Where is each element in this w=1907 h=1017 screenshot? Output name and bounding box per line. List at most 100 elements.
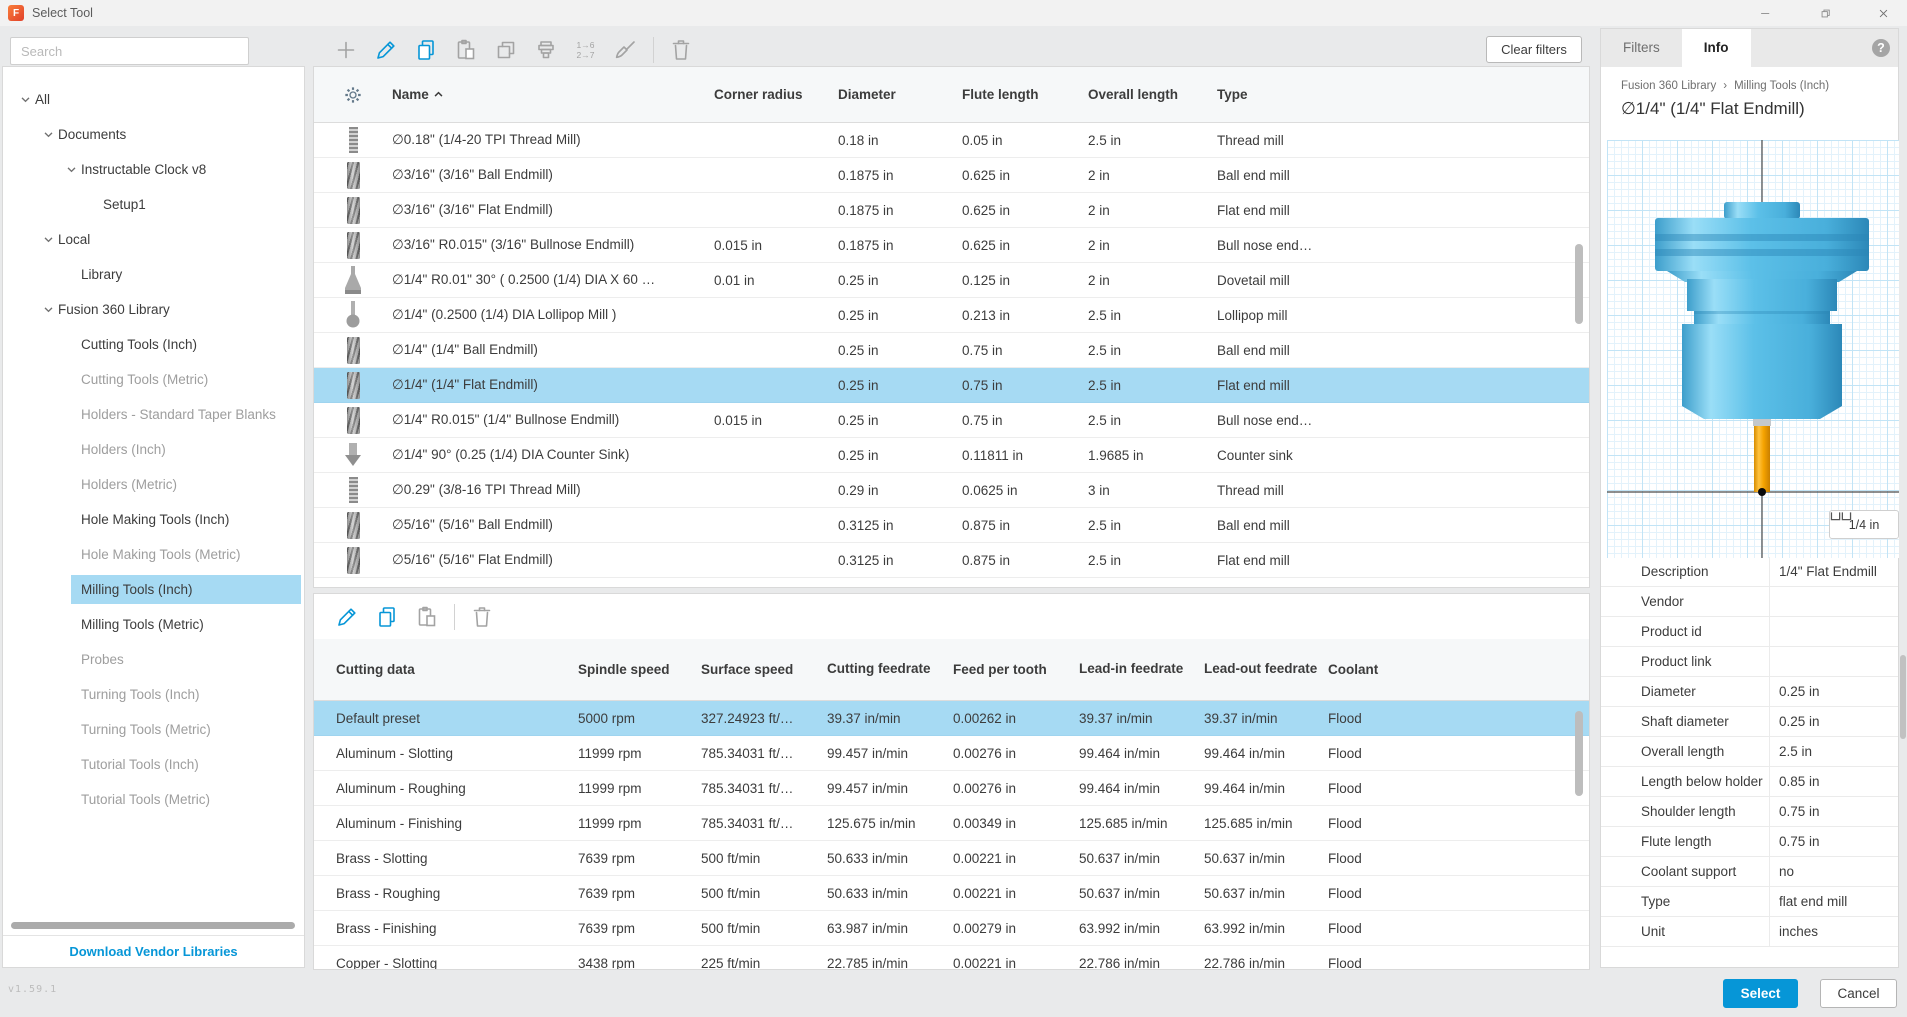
tree-item-all[interactable]: All bbox=[3, 82, 304, 117]
tree-item-label: Tutorial Tools (Inch) bbox=[81, 757, 199, 772]
preset-row[interactable]: Aluminum - Finishing 11999 rpm 785.34031 f… bbox=[314, 806, 1589, 841]
tool-row[interactable]: ∅1/4" (1/4" Ball Endmill) 0.25 in 0.75 in 2… bbox=[314, 333, 1589, 368]
tree-item-library[interactable]: Library bbox=[3, 257, 304, 292]
info-panel-scrollbar[interactable] bbox=[1900, 655, 1906, 739]
tool-row[interactable]: ∅1/4" R0.015" (1/4" Bullnose Endmill) 0.0… bbox=[314, 403, 1589, 438]
column-header[interactable]: Type bbox=[1217, 87, 1248, 102]
search-input[interactable] bbox=[10, 37, 249, 65]
tool-row[interactable]: ∅0.18" (1/4-20 TPI Thread Mill) 0.18 in 0.… bbox=[314, 123, 1589, 158]
breadcrumb-folder[interactable]: Milling Tools (Inch) bbox=[1734, 80, 1830, 92]
delete-button[interactable] bbox=[668, 37, 694, 63]
preset-column-header[interactable]: Cutting data bbox=[336, 662, 415, 677]
tree-item-tutorial-tools-metric[interactable]: Tutorial Tools (Metric) bbox=[3, 782, 304, 817]
copy-button[interactable] bbox=[374, 604, 400, 630]
preset-row[interactable]: Copper - Slotting 3438 rpm 225 ft/min 22.78… bbox=[314, 946, 1589, 970]
tool-holder-button[interactable] bbox=[533, 37, 559, 63]
clean-button[interactable] bbox=[613, 37, 639, 63]
preset-column-header[interactable]: Feed per tooth bbox=[953, 662, 1047, 677]
tree-item-turning-tools-metric[interactable]: Turning Tools (Metric) bbox=[3, 712, 304, 747]
edit-button[interactable] bbox=[373, 37, 399, 63]
preset-row[interactable]: Brass - Roughing 7639 rpm 500 ft/min 50.633… bbox=[314, 876, 1589, 911]
preset-column-header[interactable]: Surface speed bbox=[701, 662, 794, 677]
duplicate-button[interactable] bbox=[493, 37, 519, 63]
tree-item-holders-metric[interactable]: Holders (Metric) bbox=[3, 467, 304, 502]
tree-item-hole-making-tools-metric[interactable]: Hole Making Tools (Metric) bbox=[3, 537, 304, 572]
tool-row[interactable]: ∅0.29" (3/8-16 TPI Thread Mill) 0.29 in 0.… bbox=[314, 473, 1589, 508]
tree-item-milling-tools-metric[interactable]: Milling Tools (Metric) bbox=[3, 607, 304, 642]
tool-row[interactable]: ∅1/4" (1/4" Flat Endmill) 0.25 in 0.75 in 2… bbox=[314, 368, 1589, 403]
add-icon bbox=[337, 41, 355, 59]
preset-column-header[interactable]: Spindle speed bbox=[578, 662, 670, 677]
help-button[interactable]: ? bbox=[1871, 38, 1891, 58]
select-button[interactable]: Select bbox=[1723, 979, 1798, 1008]
tool-row[interactable]: ∅3/16" (3/16" Flat Endmill) 0.1875 in 0.62… bbox=[314, 193, 1589, 228]
copy-button[interactable] bbox=[413, 37, 439, 63]
tool-preview[interactable]: 1/4 in bbox=[1607, 140, 1899, 558]
column-header[interactable]: Corner radius bbox=[714, 87, 803, 102]
tool-table-scrollbar[interactable] bbox=[1575, 244, 1583, 324]
preset-cell: 22.786 in/min bbox=[1079, 955, 1161, 970]
preset-column-header[interactable]: Cutting feedrate bbox=[827, 661, 931, 677]
tree-item-cutting-tools-metric[interactable]: Cutting Tools (Metric) bbox=[3, 362, 304, 397]
tool-preview-render bbox=[1607, 140, 1899, 558]
preset-column-header[interactable]: Lead-out feedrate bbox=[1204, 661, 1318, 677]
tree-item-holders-inch[interactable]: Holders (Inch) bbox=[3, 432, 304, 467]
cancel-button[interactable]: Cancel bbox=[1820, 979, 1897, 1008]
tree-item-holders-standard-taper-blanks[interactable]: Holders - Standard Taper Blanks bbox=[3, 397, 304, 432]
cutting-data-scrollbar[interactable] bbox=[1575, 711, 1583, 796]
tree-item-tutorial-tools-inch[interactable]: Tutorial Tools (Inch) bbox=[3, 747, 304, 782]
tool-row[interactable]: ∅5/16" (5/16" Ball Endmill) 0.3125 in 0.87… bbox=[314, 508, 1589, 543]
tool-row[interactable]: ∅1/4" (0.2500 (1/4) DIA Lollipop Mill ) 0… bbox=[314, 298, 1589, 333]
edit-button[interactable] bbox=[334, 604, 360, 630]
tree-item-hole-making-tools-inch[interactable]: Hole Making Tools (Inch) bbox=[3, 502, 304, 537]
tool-properties: Description 1/4" Flat Endmill Vendor Produc… bbox=[1601, 557, 1898, 947]
property-value: 0.75 in bbox=[1769, 827, 1898, 856]
column-header[interactable]: Diameter bbox=[838, 87, 896, 102]
column-settings-button[interactable] bbox=[314, 85, 392, 105]
column-header-name[interactable]: Name bbox=[392, 87, 714, 102]
preset-cell: 500 ft/min bbox=[701, 850, 761, 866]
add-button[interactable] bbox=[333, 37, 359, 63]
property-label: Shaft diameter bbox=[1641, 713, 1729, 729]
breadcrumb-library[interactable]: Fusion 360 Library bbox=[1621, 80, 1717, 92]
column-header[interactable]: Overall length bbox=[1088, 87, 1179, 102]
paste-button[interactable] bbox=[414, 604, 440, 630]
tool-row[interactable]: ∅1/4" R0.01" 30° ( 0.2500 (1/4) DIA X 60… bbox=[314, 263, 1589, 298]
tool-row[interactable]: ∅1/4" 90° (0.25 (1/4) DIA Counter Sink) 0… bbox=[314, 438, 1589, 473]
thread-mill-icon bbox=[348, 127, 358, 153]
preset-row[interactable]: Brass - Finishing 7639 rpm 500 ft/min 63.98… bbox=[314, 911, 1589, 946]
tool-name: ∅1/4" (1/4" Ball Endmill) bbox=[392, 342, 538, 357]
tree-item-probes[interactable]: Probes bbox=[3, 642, 304, 677]
tool-row[interactable]: ∅3/16" (3/16" Ball Endmill) 0.1875 in 0.62… bbox=[314, 158, 1589, 193]
preset-column-header[interactable]: Coolant bbox=[1328, 662, 1379, 677]
minimize-button[interactable] bbox=[1744, 0, 1786, 26]
tree-item-milling-tools-inch[interactable]: Milling Tools (Inch) bbox=[3, 572, 304, 607]
download-vendor-libraries-link[interactable]: Download Vendor Libraries bbox=[69, 944, 238, 959]
preset-row[interactable]: Default preset 5000 rpm 327.24923 ft/… 39.3… bbox=[314, 701, 1589, 736]
preset-column-header[interactable]: Lead-in feedrate bbox=[1079, 661, 1184, 677]
restore-button[interactable] bbox=[1804, 0, 1846, 26]
tab-info[interactable]: Info bbox=[1681, 29, 1751, 67]
paste-button[interactable] bbox=[453, 37, 479, 63]
delete-button[interactable] bbox=[469, 604, 495, 630]
close-button[interactable] bbox=[1862, 0, 1904, 26]
column-header[interactable]: Flute length bbox=[962, 87, 1039, 102]
preset-row[interactable]: Aluminum - Slotting 11999 rpm 785.34031 ft… bbox=[314, 736, 1589, 771]
preset-row[interactable]: Aluminum - Roughing 11999 rpm 785.34031 ft… bbox=[314, 771, 1589, 806]
clear-filters-button[interactable]: Clear filters bbox=[1486, 36, 1582, 63]
tree-item-instructable-clock-v8[interactable]: Instructable Clock v8 bbox=[3, 152, 304, 187]
tree-item-cutting-tools-inch[interactable]: Cutting Tools (Inch) bbox=[3, 327, 304, 362]
tool-row[interactable]: ∅3/16" R0.015" (3/16" Bullnose Endmill) 0… bbox=[314, 228, 1589, 263]
tab-filters[interactable]: Filters bbox=[1623, 40, 1660, 55]
sidebar-horizontal-scrollbar[interactable] bbox=[11, 922, 295, 929]
tree-item-turning-tools-inch[interactable]: Turning Tools (Inch) bbox=[3, 677, 304, 712]
tree-item-local[interactable]: Local bbox=[3, 222, 304, 257]
tree-item-setup1[interactable]: Setup1 bbox=[3, 187, 304, 222]
tree-item-fusion-360-library[interactable]: Fusion 360 Library bbox=[3, 292, 304, 327]
thread-mill-icon bbox=[348, 477, 358, 503]
preset-row[interactable]: Brass - Slotting 7639 rpm 500 ft/min 50.633… bbox=[314, 841, 1589, 876]
renumber-button[interactable]: 1→6 2→7 bbox=[573, 37, 599, 63]
property-label: Flute length bbox=[1641, 833, 1712, 849]
tool-row[interactable]: ∅5/16" (5/16" Flat Endmill) 0.3125 in 0.87… bbox=[314, 543, 1589, 578]
tree-item-documents[interactable]: Documents bbox=[3, 117, 304, 152]
